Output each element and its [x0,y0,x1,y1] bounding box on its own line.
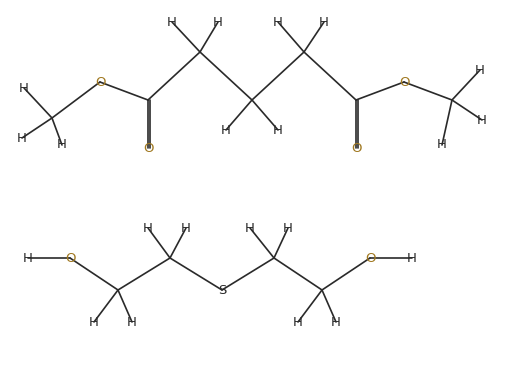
Text: H: H [167,15,177,29]
Text: H: H [437,138,447,152]
Text: H: H [331,315,341,329]
Text: H: H [475,63,485,76]
Text: O: O [65,251,75,265]
Text: H: H [477,113,487,127]
Text: H: H [213,15,223,29]
Text: H: H [57,138,67,152]
Text: H: H [143,221,153,235]
Text: H: H [127,315,137,329]
Text: O: O [351,142,361,154]
Text: S: S [218,284,226,296]
Text: H: H [181,221,191,235]
Text: H: H [19,82,29,94]
Text: H: H [221,123,231,137]
Text: H: H [273,123,283,137]
Text: H: H [273,15,283,29]
Text: H: H [23,251,33,265]
Text: O: O [399,75,409,89]
Text: H: H [89,315,99,329]
Text: O: O [143,142,153,154]
Text: H: H [283,221,293,235]
Text: H: H [17,131,27,145]
Text: H: H [293,315,303,329]
Text: H: H [245,221,255,235]
Text: H: H [319,15,329,29]
Text: O: O [365,251,375,265]
Text: O: O [95,75,105,89]
Text: H: H [407,251,417,265]
